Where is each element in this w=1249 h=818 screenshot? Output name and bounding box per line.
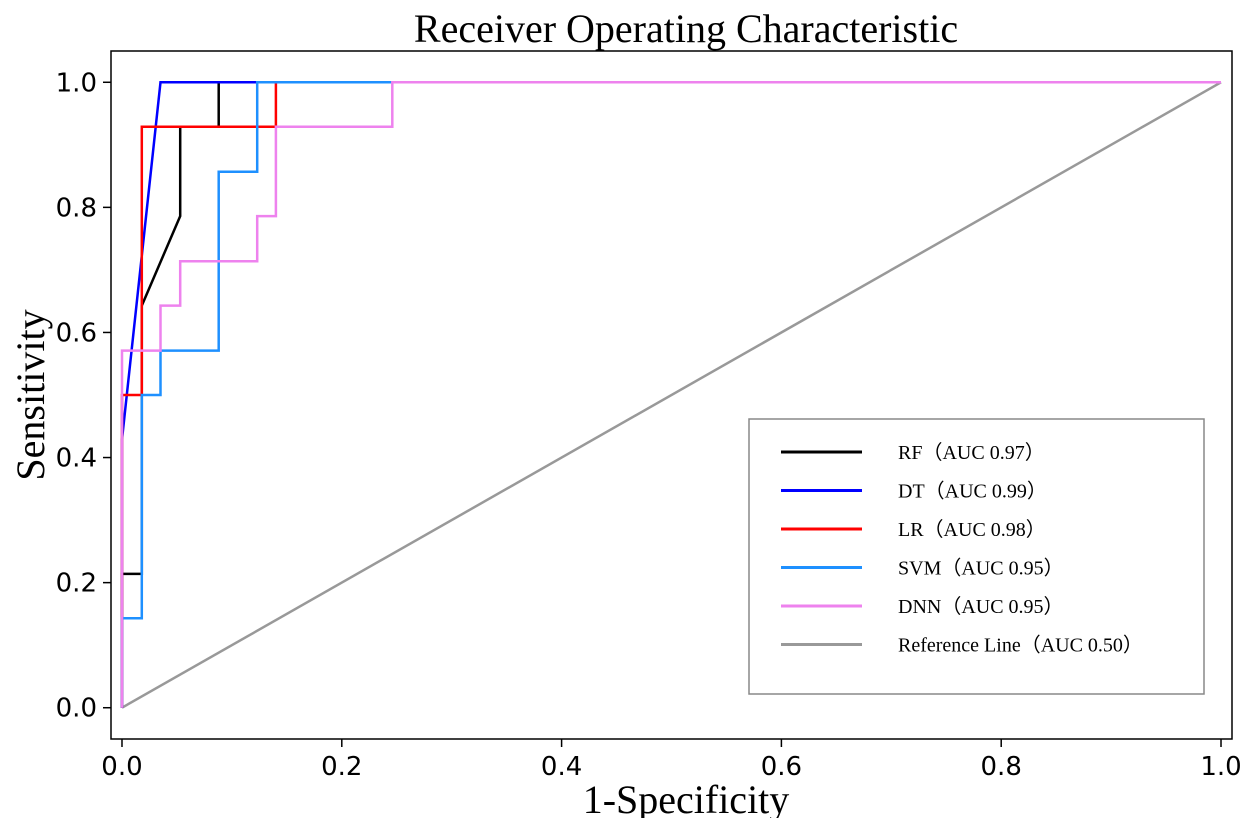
legend-label-svm: SVM（AUC 0.95） — [898, 557, 1064, 580]
y-axis-label: Sensitivity — [8, 309, 53, 480]
legend-label-rf: RF（AUC 0.97） — [898, 441, 1045, 464]
x-tick-label: 0.2 — [321, 752, 362, 782]
y-tick-label: 0.0 — [56, 694, 97, 724]
x-axis-label: 1-Specificity — [583, 777, 790, 818]
x-axis-ticks: 0.0 0.2 0.4 0.6 0.8 1.0 — [101, 739, 1242, 782]
series-line-dnn — [120, 81, 1221, 708]
x-tick-label: 0.6 — [761, 752, 802, 782]
chart-title: Receiver Operating Characteristic — [414, 6, 958, 51]
y-tick-label: 0.2 — [56, 569, 97, 599]
x-tick-label: 0.4 — [541, 752, 582, 782]
legend: RF（AUC 0.97） DT（AUC 0.99） LR（AUC 0.98） SVM（… — [748, 418, 1205, 695]
legend-label-reference-line: Reference Line（AUC 0.50） — [898, 634, 1143, 657]
y-axis-ticks: 0.0 0.2 0.4 0.6 0.8 1.0 — [56, 68, 111, 724]
y-tick-label: 1.0 — [56, 68, 97, 98]
x-tick-label: 0.8 — [981, 752, 1022, 782]
plot-series — [120, 81, 1222, 709]
legend-box — [748, 418, 1205, 695]
series-line-reference-line — [121, 81, 1222, 709]
x-tick-label: 0.0 — [101, 752, 142, 782]
y-tick-label: 0.4 — [56, 444, 97, 474]
y-tick-label: 0.6 — [56, 318, 97, 348]
legend-label-dnn: DNN（AUC 0.95） — [898, 595, 1064, 618]
legend-label-dt: DT（AUC 0.99） — [898, 480, 1047, 503]
y-tick-label: 0.8 — [56, 193, 97, 223]
x-tick-label: 1.0 — [1200, 752, 1241, 782]
legend-label-lr: LR（AUC 0.98） — [898, 518, 1046, 541]
plot-area-frame — [110, 50, 1233, 740]
